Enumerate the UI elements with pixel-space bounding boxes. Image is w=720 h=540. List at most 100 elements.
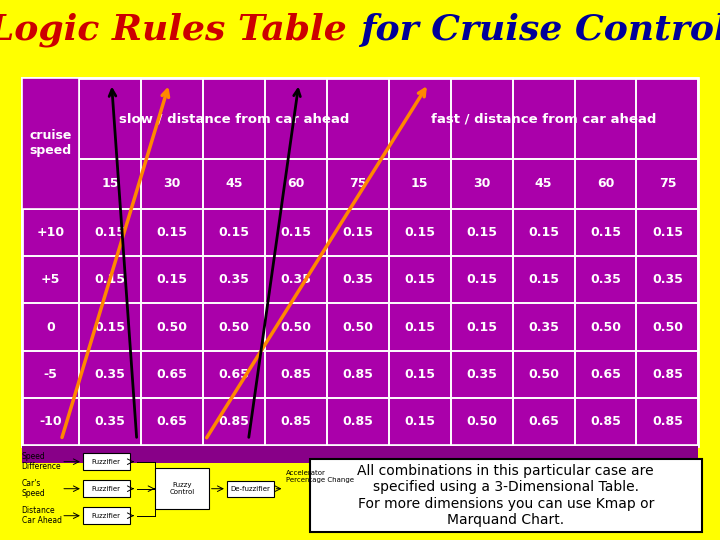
Text: 0.35: 0.35 (94, 368, 125, 381)
Text: 0.50: 0.50 (590, 321, 621, 334)
Bar (203, 159, 265, 208)
Bar (310, 459, 702, 532)
Text: All combinations in this particular case are
specified using a 3-Dimensional Tab: All combinations in this particular case… (358, 464, 654, 526)
Bar (79, 303, 141, 351)
Text: 0.85: 0.85 (652, 415, 683, 428)
Bar (79, 78, 141, 159)
Bar (141, 159, 203, 208)
Text: 0.15: 0.15 (156, 273, 187, 286)
Bar (83, 453, 130, 470)
Text: Fuzzifier: Fuzzifier (91, 458, 121, 465)
Bar (389, 398, 451, 446)
Text: +5: +5 (40, 273, 60, 286)
Bar (389, 303, 451, 351)
Text: 0.85: 0.85 (218, 415, 249, 428)
Text: 75: 75 (659, 177, 676, 191)
Bar (513, 78, 575, 159)
Text: 0.65: 0.65 (528, 415, 559, 428)
Text: fast / distance from car ahead: fast / distance from car ahead (431, 112, 656, 125)
Text: 0.15: 0.15 (218, 226, 249, 239)
Bar (265, 159, 327, 208)
Text: 0.15: 0.15 (94, 321, 125, 334)
Text: +10: +10 (36, 226, 64, 239)
Bar (141, 398, 203, 446)
Text: 0.15: 0.15 (404, 273, 435, 286)
Text: 0.50: 0.50 (652, 321, 683, 334)
Bar (575, 78, 636, 159)
Bar (513, 159, 575, 208)
Bar (451, 208, 513, 256)
Text: 30: 30 (473, 177, 490, 191)
Bar (389, 78, 451, 159)
Bar (327, 398, 389, 446)
Text: 0.50: 0.50 (342, 321, 373, 334)
Text: 60: 60 (597, 177, 614, 191)
Bar (141, 303, 203, 351)
Bar (636, 303, 698, 351)
Bar (79, 256, 141, 303)
Bar (513, 398, 575, 446)
Bar (451, 398, 513, 446)
Text: 45: 45 (225, 177, 243, 191)
Bar (141, 351, 203, 398)
Text: 60: 60 (287, 177, 305, 191)
Bar (575, 159, 636, 208)
Bar (83, 507, 130, 524)
Text: 0.15: 0.15 (404, 415, 435, 428)
Text: 0.15: 0.15 (590, 226, 621, 239)
Text: 75: 75 (349, 177, 366, 191)
Bar (451, 256, 513, 303)
Text: cruise
speed: cruise speed (30, 130, 71, 158)
Bar (265, 351, 327, 398)
Text: Accelerator
Percentage Change: Accelerator Percentage Change (286, 470, 354, 483)
Bar (575, 208, 636, 256)
Bar (265, 208, 327, 256)
Text: 0.35: 0.35 (218, 273, 249, 286)
Bar (513, 303, 575, 351)
Bar (513, 256, 575, 303)
Bar (636, 78, 698, 159)
Text: 0.85: 0.85 (280, 368, 311, 381)
Text: 0.50: 0.50 (528, 368, 559, 381)
Text: -10: -10 (39, 415, 62, 428)
Text: Fuzzy
Control: Fuzzy Control (169, 482, 194, 495)
Bar (451, 303, 513, 351)
Bar (22, 78, 79, 208)
Bar (22, 398, 79, 446)
Text: 0.15: 0.15 (466, 273, 497, 286)
Text: 0.15: 0.15 (404, 226, 435, 239)
Bar (636, 159, 698, 208)
Text: 15: 15 (411, 177, 428, 191)
Bar (155, 468, 209, 509)
Bar (389, 208, 451, 256)
Bar (265, 398, 327, 446)
Text: 45: 45 (535, 177, 552, 191)
Text: Speed
Difference: Speed Difference (22, 452, 61, 471)
Text: 0.15: 0.15 (528, 273, 559, 286)
Text: 0.65: 0.65 (156, 415, 187, 428)
Bar (22, 159, 79, 208)
Text: 0.50: 0.50 (156, 321, 187, 334)
Bar (141, 256, 203, 303)
Text: for Cruise Control: for Cruise Control (360, 13, 720, 46)
Bar (265, 303, 327, 351)
Text: 0.65: 0.65 (156, 368, 187, 381)
Text: 0.35: 0.35 (467, 368, 497, 381)
Text: 0.35: 0.35 (528, 321, 559, 334)
Bar (575, 303, 636, 351)
Bar (513, 208, 575, 256)
Bar (327, 351, 389, 398)
Bar (575, 351, 636, 398)
Bar (79, 398, 141, 446)
Bar (203, 256, 265, 303)
Text: 0.50: 0.50 (218, 321, 249, 334)
Text: 0.15: 0.15 (466, 321, 497, 334)
Bar (22, 208, 79, 256)
Bar (203, 303, 265, 351)
Text: 0.15: 0.15 (342, 226, 373, 239)
Text: De-fuzzifier: De-fuzzifier (230, 485, 270, 492)
Bar (327, 208, 389, 256)
Bar (327, 159, 389, 208)
Bar (389, 351, 451, 398)
Text: Fuzzifier: Fuzzifier (91, 512, 121, 519)
